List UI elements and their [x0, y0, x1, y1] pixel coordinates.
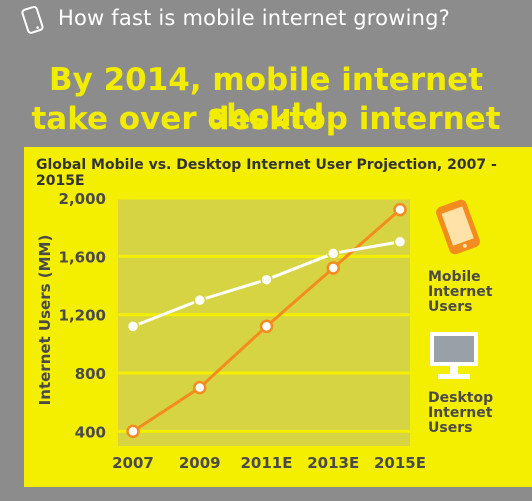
legend-desktop: Desktop Internet Users: [428, 391, 518, 436]
desktop-monitor-icon: [430, 332, 478, 379]
y-tick-label: 1,200: [59, 307, 106, 325]
mobile-data-point: [259, 319, 274, 334]
y-tick-label: 2,000: [59, 190, 106, 208]
desktop-data-point: [260, 273, 273, 286]
mobile-data-point: [393, 202, 407, 217]
phone-icon: [21, 6, 44, 34]
x-tick-label: 2011E: [241, 454, 293, 472]
desktop-data-point: [193, 293, 206, 307]
mobile-data-point: [326, 261, 340, 275]
legend-desktop-line-3: Users: [428, 420, 473, 436]
tablet-icon: [436, 199, 480, 255]
y-tick-label: 800: [75, 365, 106, 383]
legend-mobile-line-1: Mobile: [428, 269, 481, 285]
x-tick-label: 2009: [179, 454, 221, 472]
page-title: How fast is mobile internet growing?: [58, 6, 450, 30]
desktop-data-point: [126, 320, 140, 333]
x-tick-label: 2007: [112, 454, 154, 472]
mobile-data-point: [193, 380, 207, 395]
y-tick-label: 400: [75, 423, 106, 441]
legend-desktop-line-2: Internet: [428, 405, 493, 421]
x-tick-label: 2015E: [374, 454, 426, 472]
chart-title: Global Mobile vs. Desktop Internet User …: [36, 157, 497, 189]
mobile-data-point: [126, 424, 140, 439]
top-bar: How fast is mobile internet growing?: [0, 0, 532, 44]
desktop-data-point: [327, 247, 340, 260]
y-tick-label: 1,600: [59, 248, 106, 266]
legend-mobile-line-3: Users: [428, 299, 473, 315]
legend-mobile: Mobile Internet Users: [428, 270, 518, 315]
desktop-data-point: [393, 235, 407, 249]
legend-desktop-line-1: Desktop: [428, 390, 494, 406]
x-tick-label: 2013E: [307, 454, 359, 472]
legend-mobile-line-2: Internet: [428, 284, 493, 300]
y-axis-label: Internet Users (MM): [36, 235, 54, 406]
headline-line-1: By 2014, mobile internet should: [48, 62, 484, 134]
